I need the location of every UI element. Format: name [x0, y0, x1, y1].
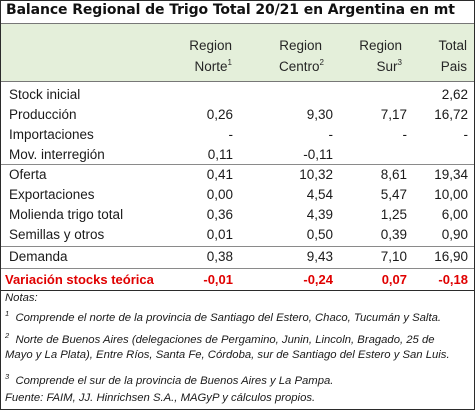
cell-total: 16,90 — [434, 249, 468, 264]
cell-total: -0,18 — [438, 272, 468, 287]
column-header-centro-footnote: 2 — [319, 57, 324, 67]
cell-total: - — [463, 127, 469, 142]
footnote-3-text: Comprende el sur de la provincia de Buen… — [15, 375, 334, 387]
column-header-total-line1: Total — [438, 38, 467, 53]
cell-centro: -0,24 — [303, 272, 333, 287]
row-label-oferta: Oferta — [9, 167, 47, 182]
cell-total: 6,00 — [441, 207, 468, 222]
divider — [1, 268, 474, 269]
column-header-sur: Region Sur3 — [359, 35, 402, 77]
column-header-sur-line1: Region — [359, 38, 402, 53]
column-header-centro-line2: Centro — [279, 59, 320, 74]
column-header-sur-line2: Sur — [376, 59, 398, 74]
cell-norte: - — [228, 127, 234, 142]
table-row: Molienda trigo total 0,36 4,39 1,25 6,00 — [1, 205, 474, 225]
cell-centro: 4,39 — [306, 207, 333, 222]
divider — [1, 164, 474, 165]
footnote-2: 2 Norte de Buenos Aires (delegaciones de… — [5, 331, 450, 363]
table-row: Semillas y otros 0,01 0,50 0,39 0,90 — [1, 225, 474, 245]
footnote-3: 3 Comprende el sur de la provincia de Bu… — [5, 372, 334, 389]
row-label-demanda: Demanda — [9, 249, 68, 264]
footnote-3-number: 3 — [5, 372, 10, 382]
cell-centro: 4,54 — [306, 187, 333, 202]
notes-heading: Notas: — [5, 292, 38, 304]
cell-norte: 0,01 — [206, 227, 233, 242]
table-row: Importaciones - - - - — [1, 125, 474, 145]
cell-centro: 0,50 — [306, 227, 333, 242]
cell-norte: 0,38 — [206, 249, 233, 264]
row-label-stock-inicial: Stock inicial — [9, 87, 81, 102]
cell-sur: 7,10 — [380, 249, 407, 264]
cell-centro: 10,32 — [299, 167, 333, 182]
cell-total: 0,90 — [441, 227, 468, 242]
cell-sur: 8,61 — [380, 167, 407, 182]
column-header-norte-line1: Region — [189, 38, 232, 53]
row-label-mov-interregion: Mov. interregión — [9, 147, 105, 162]
column-header-total: Total Pais — [438, 35, 467, 77]
cell-centro: 9,30 — [306, 107, 333, 122]
cell-total: 2,62 — [441, 87, 468, 102]
column-header-norte: Region Norte1 — [189, 35, 232, 77]
table-row: Demanda 0,38 9,43 7,10 16,90 — [1, 247, 474, 267]
table-title: Balance Regional de Trigo Total 20/21 en… — [6, 2, 455, 18]
cell-sur: 7,17 — [380, 107, 407, 122]
row-label-semillas-y-otros: Semillas y otros — [9, 227, 105, 242]
cell-sur: 0,39 — [380, 227, 407, 242]
divider — [1, 246, 474, 247]
cell-norte: 0,26 — [206, 107, 233, 122]
column-header-norte-line2: Norte — [194, 59, 228, 74]
row-label-molienda-trigo-total: Molienda trigo total — [9, 207, 124, 222]
cell-total: 16,72 — [434, 107, 468, 122]
cell-total: 10,00 — [434, 187, 468, 202]
table-row: Mov. interregión 0,11 -0,11 — [1, 145, 474, 165]
footnote-1-text: Comprende el norte de la provincia de Sa… — [15, 312, 442, 324]
divider — [1, 290, 474, 291]
cell-total: 19,34 — [434, 167, 468, 182]
row-label-exportaciones: Exportaciones — [9, 187, 95, 202]
footnote-2-text-line1: Norte de Buenos Aires (delegaciones de P… — [15, 334, 435, 346]
cell-sur: - — [402, 127, 408, 142]
cell-sur: 0,07 — [381, 272, 407, 287]
source-note: Fuente: FAIM, JJ. Hinrichsen S.A., MAGyP… — [5, 392, 316, 404]
cell-norte: 0,11 — [207, 147, 233, 162]
table-header — [1, 23, 474, 82]
cell-norte: 0,41 — [206, 167, 233, 182]
footnote-2-number: 2 — [5, 331, 10, 341]
row-label-importaciones: Importaciones — [9, 127, 94, 142]
table-row: Exportaciones 0,00 4,54 5,47 10,00 — [1, 185, 474, 205]
column-header-centro: Region Centro2 — [279, 35, 324, 77]
cell-sur: 1,25 — [380, 207, 407, 222]
cell-norte: 0,00 — [206, 187, 233, 202]
row-label-variacion-stocks-teorica: Variación stocks teórica — [5, 272, 154, 287]
column-header-norte-footnote: 1 — [227, 57, 232, 67]
footnote-1-number: 1 — [5, 309, 10, 319]
footnote-2-text-line2: Mayo y La Plata), Entre Ríos, Santa Fe, … — [5, 349, 450, 361]
table-row: Producción 0,26 9,30 7,17 16,72 — [1, 105, 474, 125]
column-header-sur-footnote: 3 — [397, 57, 402, 67]
table-row: Stock inicial 2,62 — [1, 85, 474, 105]
cell-sur: 5,47 — [380, 187, 407, 202]
column-header-total-line2: Pais — [440, 59, 467, 74]
cell-norte: 0,36 — [206, 207, 233, 222]
column-header-centro-line1: Region — [279, 38, 322, 53]
cell-centro: - — [328, 127, 334, 142]
table-row-variacion-stocks: Variación stocks teórica -0,01 -0,24 0,0… — [1, 270, 474, 290]
cell-centro: 9,43 — [306, 249, 333, 264]
cell-norte: -0,01 — [203, 272, 233, 287]
row-label-produccion: Producción — [9, 107, 77, 122]
table-row: Oferta 0,41 10,32 8,61 19,34 — [1, 165, 474, 185]
cell-centro: -0,11 — [303, 147, 333, 162]
footnote-1: 1 Comprende el norte de la provincia de … — [5, 309, 442, 326]
